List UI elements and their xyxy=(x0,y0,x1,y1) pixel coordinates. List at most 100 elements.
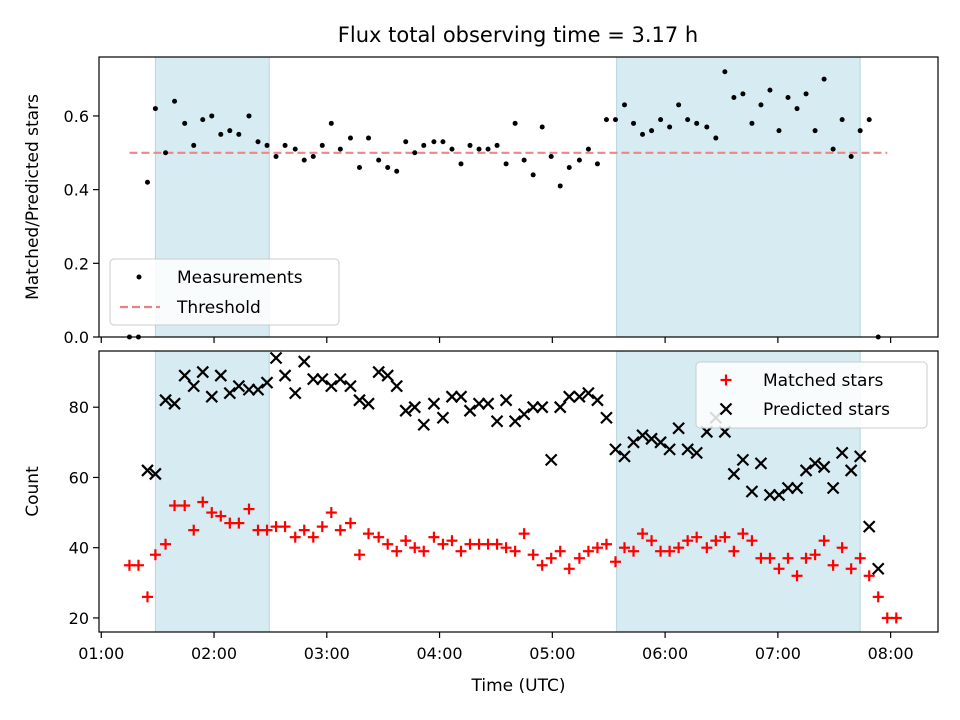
matched-star-point xyxy=(854,552,866,564)
measurement-point xyxy=(622,102,628,108)
predicted-star-point xyxy=(499,393,513,407)
predicted-star-point xyxy=(781,481,795,495)
measurement-point xyxy=(347,135,353,141)
matched-star-point xyxy=(373,531,385,543)
predicted-star-point xyxy=(582,386,595,400)
legend-marker-matched xyxy=(720,374,732,386)
measurement-point xyxy=(172,98,178,104)
predicted-star-point xyxy=(835,446,849,460)
predicted-star-point xyxy=(627,436,640,449)
bottom-panel-x-ticks: 01:00 02:00 03:00 04:00 05:00 06:00 07:00 08:00 xyxy=(78,632,914,663)
matched-star-point xyxy=(491,538,503,550)
measurement-point xyxy=(458,161,464,167)
matched-stars-points xyxy=(123,496,902,624)
matched-star-point xyxy=(628,545,640,557)
predicted-star-point xyxy=(159,393,172,407)
matched-star-point xyxy=(609,556,621,568)
matched-star-point xyxy=(518,528,530,540)
matched-star-point xyxy=(582,545,594,557)
matched-star-point xyxy=(536,559,548,571)
legend-box xyxy=(695,361,928,429)
predicted-star-point xyxy=(463,404,477,417)
top-panel-legend: Measurements Threshold xyxy=(109,258,340,326)
measurement-point xyxy=(310,153,316,159)
predicted-star-point xyxy=(316,372,329,386)
bottom-panel-legend: Matched stars Predicted stars xyxy=(695,361,928,429)
matched-star-point xyxy=(619,542,631,554)
measurement-point xyxy=(649,128,655,134)
legend-label-measurements: Measurements xyxy=(177,268,303,288)
measurement-point xyxy=(612,117,618,123)
predicted-star-point xyxy=(214,369,228,382)
measurement-point xyxy=(467,142,473,148)
chart-title: Flux total observing time = 3.17 h xyxy=(338,23,698,47)
predicted-star-point xyxy=(853,450,867,463)
matched-star-point xyxy=(545,552,557,564)
top-panel-y-ticks: 0.0 0.2 0.4 0.6 xyxy=(64,107,99,347)
matched-star-point xyxy=(836,542,848,554)
measurement-point xyxy=(421,142,427,148)
matched-star-point xyxy=(782,552,794,564)
measurement-point xyxy=(264,142,270,148)
matched-star-point xyxy=(845,563,857,575)
matched-star-point xyxy=(573,552,585,564)
measurement-point xyxy=(548,153,554,159)
predicted-star-point xyxy=(334,372,347,386)
matched-star-point xyxy=(791,570,803,582)
predicted-star-point xyxy=(790,481,804,495)
matched-star-point xyxy=(428,531,440,543)
matched-star-point xyxy=(437,538,449,550)
matched-star-point xyxy=(554,545,566,557)
matched-star-point xyxy=(344,517,356,529)
matched-star-point xyxy=(418,545,430,557)
matched-star-point xyxy=(701,542,713,554)
y-tick-label: 0.4 xyxy=(64,181,89,200)
predicted-star-point xyxy=(618,450,631,463)
predicted-star-point xyxy=(754,457,768,470)
matched-star-point xyxy=(719,531,731,543)
predicted-star-point xyxy=(399,404,413,417)
measurement-point xyxy=(209,113,215,119)
predicted-star-point xyxy=(278,369,292,382)
y-tick-label: 0.6 xyxy=(64,107,89,126)
measurement-point xyxy=(282,142,288,148)
predicted-star-point xyxy=(690,446,703,460)
matched-star-point xyxy=(363,528,375,540)
measurement-point xyxy=(667,124,673,130)
bottom-panel-frame xyxy=(98,350,939,633)
measurement-point xyxy=(866,117,872,123)
top-panel-frame xyxy=(98,56,939,338)
measurement-point xyxy=(785,95,791,101)
predicted-star-point xyxy=(223,386,237,400)
matched-star-point xyxy=(446,535,458,547)
measurements-points xyxy=(126,69,881,340)
matched-star-point xyxy=(863,570,875,582)
legend-label-threshold: Threshold xyxy=(176,298,261,318)
matched-star-point xyxy=(800,552,812,564)
matched-star-point xyxy=(818,535,830,547)
bottom-panel-y-label: Count xyxy=(23,466,43,517)
legend-marker-measurements xyxy=(136,274,142,280)
matched-star-point xyxy=(279,521,291,533)
measurement-point xyxy=(603,117,609,123)
predicted-star-point xyxy=(149,467,162,481)
predicted-star-point xyxy=(826,481,840,495)
legend-label-predicted: Predicted stars xyxy=(763,400,890,420)
measurement-point xyxy=(812,128,818,134)
matched-star-point xyxy=(169,500,181,512)
measurement-point xyxy=(218,131,224,137)
predicted-star-point xyxy=(408,400,422,414)
predicted-star-point xyxy=(517,407,531,421)
measurement-point xyxy=(676,102,682,108)
measurement-point xyxy=(749,120,755,126)
predicted-star-point xyxy=(817,460,831,474)
predicted-star-point xyxy=(609,443,622,456)
measurement-point xyxy=(530,172,536,178)
predicted-star-point xyxy=(445,390,459,403)
measurement-point xyxy=(385,165,391,171)
predicted-star-point xyxy=(808,457,822,470)
predicted-star-point xyxy=(508,414,522,428)
predicted-star-point xyxy=(417,418,431,432)
